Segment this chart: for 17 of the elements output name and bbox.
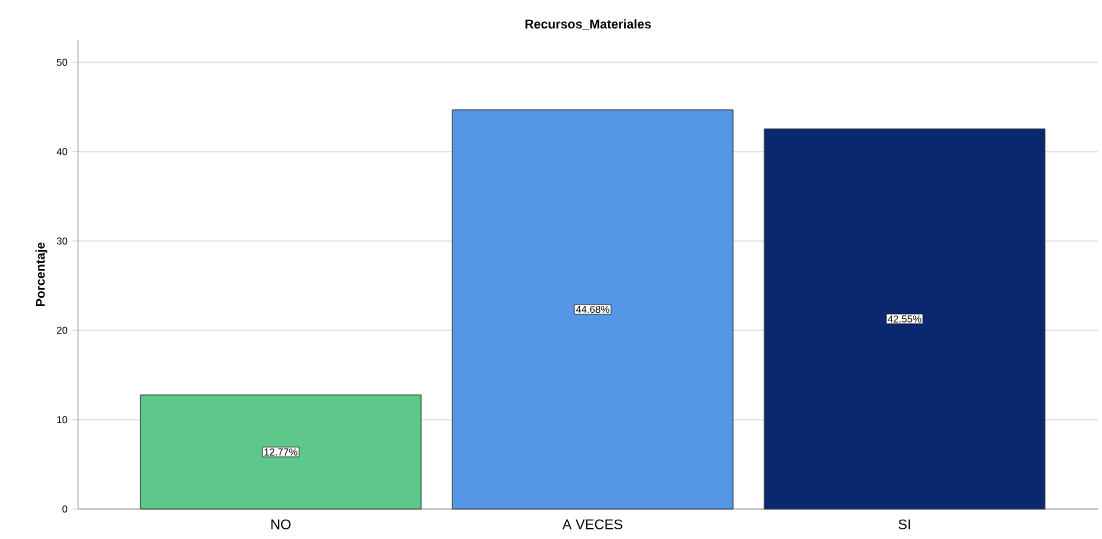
x-tick-label: NO bbox=[271, 519, 291, 530]
y-tick-label: 30 bbox=[56, 237, 68, 245]
x-tick-label: A VECES bbox=[562, 519, 623, 530]
x-tick-label: SI bbox=[898, 519, 910, 530]
data-label: 44.68% bbox=[575, 305, 610, 313]
bar bbox=[451, 109, 734, 510]
bar bbox=[763, 128, 1046, 510]
bar bbox=[139, 394, 422, 510]
y-tick-label: 20 bbox=[56, 326, 68, 334]
y-tick-label: 0 bbox=[62, 505, 68, 513]
chart-title: Recursos_Materiales bbox=[525, 19, 651, 30]
data-label: 12.77% bbox=[264, 448, 298, 456]
y-tick-label: 10 bbox=[57, 416, 68, 424]
y-axis-title: Porcentaje bbox=[35, 242, 48, 307]
data-label: 42.55% bbox=[887, 315, 922, 323]
y-tick-label: 40 bbox=[56, 148, 68, 156]
y-tick-label: 50 bbox=[56, 58, 68, 66]
